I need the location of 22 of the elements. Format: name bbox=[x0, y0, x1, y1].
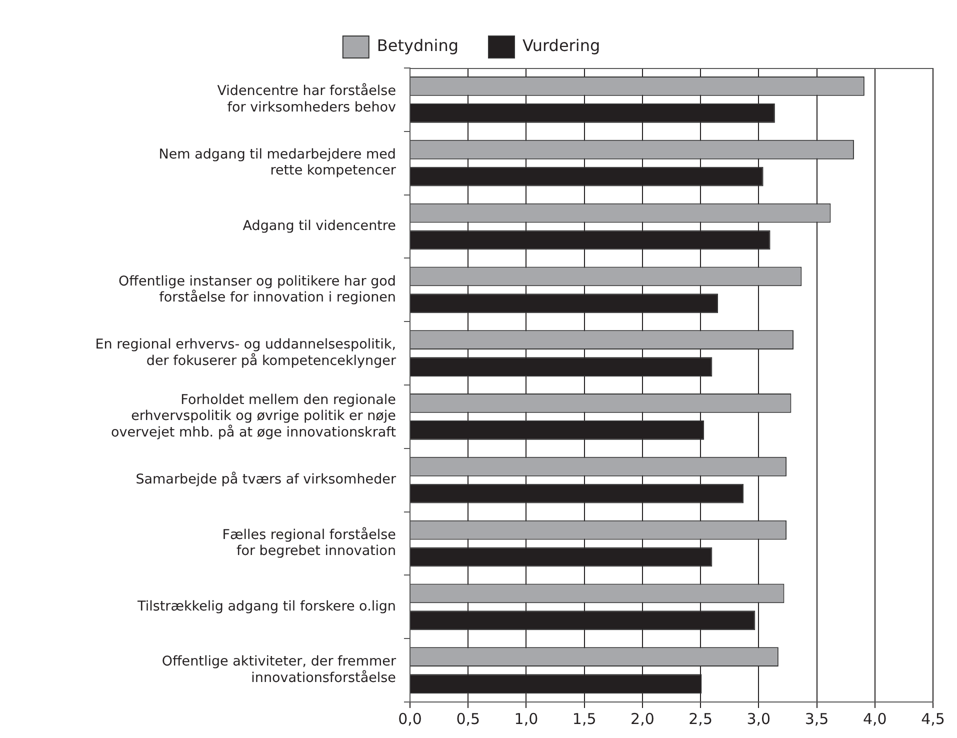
x-tick-label: 1,0 bbox=[514, 710, 538, 728]
x-tick-label: 1,5 bbox=[572, 710, 596, 728]
x-tick-label: 3,5 bbox=[804, 710, 829, 728]
y-tick-label: Fælles regional forståelse for begrebet innovation bbox=[222, 526, 396, 560]
y-tick-label: Forholdet mellem den regionale erhvervspolitik og øvrige politik er nøje overvejet mhb. på at øge innovationskraft bbox=[110, 392, 396, 440]
x-tick-label: 4,5 bbox=[921, 710, 945, 728]
x-tick-label: 3,0 bbox=[746, 710, 771, 728]
x-tick-label: 4,0 bbox=[862, 710, 887, 728]
x-tick-label: 2,0 bbox=[630, 710, 654, 728]
y-tick-label: Samarbejde på tværs af virksomheder bbox=[136, 472, 396, 488]
y-tick-label: Videncentre har forståelse for virksomheders behov bbox=[217, 83, 396, 116]
x-tick-label: 2,5 bbox=[688, 710, 712, 728]
y-tick-label: Nem adgang til medarbejdere med rette kompetencer bbox=[158, 146, 396, 179]
y-tick-label: Adgang til videncentre bbox=[242, 218, 396, 234]
y-tick-label: Offentlige instanser og politikere har god forståelse for innovation i regionen bbox=[118, 273, 396, 306]
y-tick-label: En regional erhvervs- og uddannelsespolitik, der fokuserer på kompetenceklynger bbox=[95, 336, 396, 369]
y-tick-label: Offentlige aktiviteter, der fremmer innovationsforståelse bbox=[162, 654, 396, 686]
legend-label: Betydning bbox=[376, 36, 458, 56]
legend-label: Vurdering bbox=[522, 36, 600, 56]
y-tick-label: Tilstrækkelig adgang til forskere o.lign bbox=[136, 598, 396, 614]
x-tick-label: 0,5 bbox=[456, 710, 480, 728]
x-tick-label: 0,0 bbox=[398, 710, 422, 728]
